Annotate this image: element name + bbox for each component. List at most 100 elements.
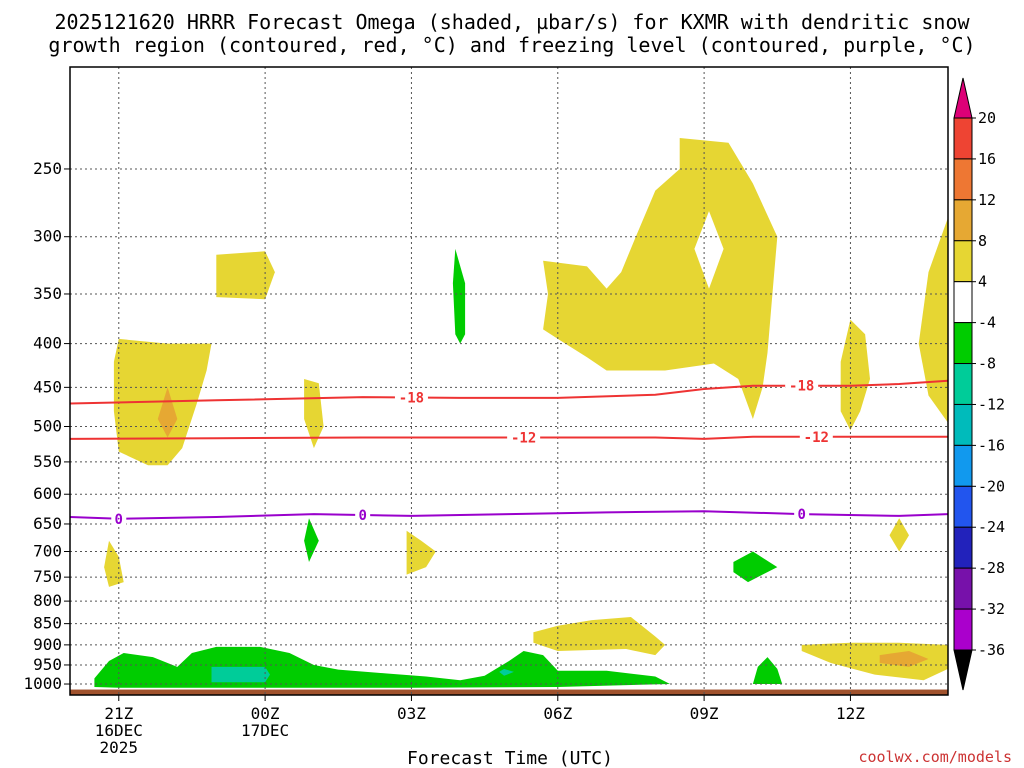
colorbar-label-2: 12: [978, 191, 996, 209]
colorbar-label-1: 16: [978, 150, 996, 168]
x-tick-label-4-0: 00Z: [251, 704, 280, 723]
colorbar-top-arrow: [953, 77, 973, 119]
upward-4to8-region-14: [533, 617, 666, 656]
freezing-level-label-2: 0: [797, 507, 805, 523]
x-axis-label: Forecast Time (UTC): [407, 748, 613, 768]
dsg-minus12-label-bg-0: [507, 429, 541, 446]
dsg-minus12-label-bg-1: [799, 428, 833, 445]
upward-4to8-region-11: [889, 518, 909, 552]
colorbar-label-8: -16: [978, 436, 1005, 454]
dsg-minus18-label-0: -18: [399, 391, 424, 407]
x-tick-label-4-1: 17DEC: [241, 721, 289, 740]
colorbar-label-12: -32: [978, 600, 1005, 618]
freezing-level-label-bg-0: [111, 510, 127, 527]
x-tick-label-1-0: 21Z: [104, 704, 133, 723]
grid-lines: [70, 67, 948, 695]
x-tick-label-16-0: 12Z: [836, 704, 865, 723]
colorbar-segment-3: [953, 240, 973, 283]
upward-8to12-region-1: [157, 387, 178, 438]
x-tick-label-1-1: 16DEC: [95, 721, 143, 740]
temperature-contours: -18 -18 -12 -12 0 0 0: [69, 377, 949, 528]
ground-layer: [70, 689, 948, 695]
upward-4to8-region-2: [216, 251, 275, 300]
downward-4to8-region-4: [452, 248, 466, 344]
chart-title-line-1: 2025121620 HRRR Forecast Omega (shaded, …: [54, 10, 970, 34]
freezing-level-label-0: 0: [115, 512, 123, 528]
colorbar-segment-6: [953, 363, 973, 405]
y-tick-label-300: 300: [33, 227, 62, 246]
upward-4to8-region-3: [304, 379, 324, 449]
colorbar-label-7: -12: [978, 395, 1005, 413]
y-tick-label-350: 350: [33, 284, 62, 303]
colorbar-label-0: 20: [978, 109, 996, 127]
dsg-minus18-label-bg-1: [785, 377, 819, 394]
colorbar-segment-12: [953, 608, 973, 651]
colorbar-segment-10: [953, 526, 973, 569]
dsg-minus18-line: [69, 379, 949, 405]
y-tick-label-750: 750: [33, 567, 62, 586]
upward-4to8-region-7: [840, 319, 870, 431]
dsg-minus12-label-1: -12: [804, 430, 829, 446]
colorbar-bottom-arrow: [953, 649, 973, 691]
colorbar-label-4: 4: [978, 273, 987, 291]
freezing-level-label-bg-2: [794, 506, 810, 523]
omega-colorbar: 20 16 12 8 4 -4 -8 -12 -16 -20 -24 -28 -32 -36: [953, 77, 1005, 691]
upward-gap-region-6: [694, 211, 724, 289]
y-tick-label-850: 850: [33, 614, 62, 633]
colorbar-label-10: -24: [978, 518, 1005, 536]
y-axis-ticks: 250 300 350 400 450 500 550 600 650 700 750 800 850 9…: [23, 159, 70, 693]
x-tick-label-13-0: 09Z: [690, 704, 719, 723]
y-tick-label-500: 500: [33, 416, 62, 435]
plot-frame: [69, 66, 949, 696]
y-tick-label-800: 800: [33, 591, 62, 610]
ground-fill: [70, 689, 948, 695]
x-tick-label-10-0: 06Z: [543, 704, 572, 723]
y-tick-label-950: 950: [33, 655, 62, 674]
downward-4to8-region-9: [304, 518, 319, 562]
omega-shading: [94, 138, 948, 688]
y-tick-label-550: 550: [33, 452, 62, 471]
y-tick-label-650: 650: [33, 514, 62, 533]
y-tick-label-600: 600: [33, 484, 62, 503]
colorbar-segment-11: [953, 567, 973, 610]
y-tick-label-1000: 1000: [23, 674, 62, 693]
dsg-minus12-label-0: -12: [511, 430, 536, 446]
y-tick-label-400: 400: [33, 334, 62, 353]
colorbar-label-9: -20: [978, 477, 1005, 495]
downward-8to12-region-19: [499, 668, 514, 676]
colorbar-segment-0: [953, 117, 973, 160]
upward-8to12-region-16: [879, 651, 929, 667]
downward-4to8-region-20: [752, 657, 783, 684]
credit-text: coolwx.com/models: [858, 748, 1012, 766]
colorbar-segment-2: [953, 199, 973, 242]
colorbar-segment-7: [953, 403, 973, 446]
colorbar-segment-1: [953, 158, 973, 201]
upward-4to8-region-10: [406, 530, 436, 575]
upward-4to8-region-8: [918, 217, 948, 423]
colorbar-label-13: -36: [978, 641, 1005, 659]
colorbar-label-5: -4: [978, 314, 996, 332]
colorbar-segment-9: [953, 485, 973, 528]
dsg-minus18-label-1: -18: [789, 379, 814, 395]
upward-4to8-region-12: [104, 540, 124, 587]
colorbar-segment-4: [953, 281, 973, 324]
freezing-level-label-1: 0: [358, 508, 366, 524]
colorbar-label-3: 8: [978, 232, 987, 250]
x-tick-label-7-0: 03Z: [397, 704, 426, 723]
colorbar-label-11: -28: [978, 559, 1005, 577]
y-tick-label-900: 900: [33, 635, 62, 654]
upward-4to8-region-5: [543, 138, 778, 419]
downward-4to8-region-13: [733, 551, 778, 583]
plot-border: [69, 66, 949, 696]
x-tick-label-1-2: 2025: [100, 738, 139, 757]
colorbar-segment-8: [953, 444, 973, 487]
y-tick-label-700: 700: [33, 542, 62, 561]
colorbar-segment-5: [953, 322, 973, 365]
dsg-minus18-label-bg-0: [394, 389, 428, 406]
chart-title-line-2: growth region (contoured, red, °C) and f…: [48, 33, 975, 57]
freezing-level-label-bg-1: [355, 507, 371, 524]
y-tick-label-450: 450: [33, 377, 62, 396]
downward-8to12-region-18: [211, 666, 270, 683]
